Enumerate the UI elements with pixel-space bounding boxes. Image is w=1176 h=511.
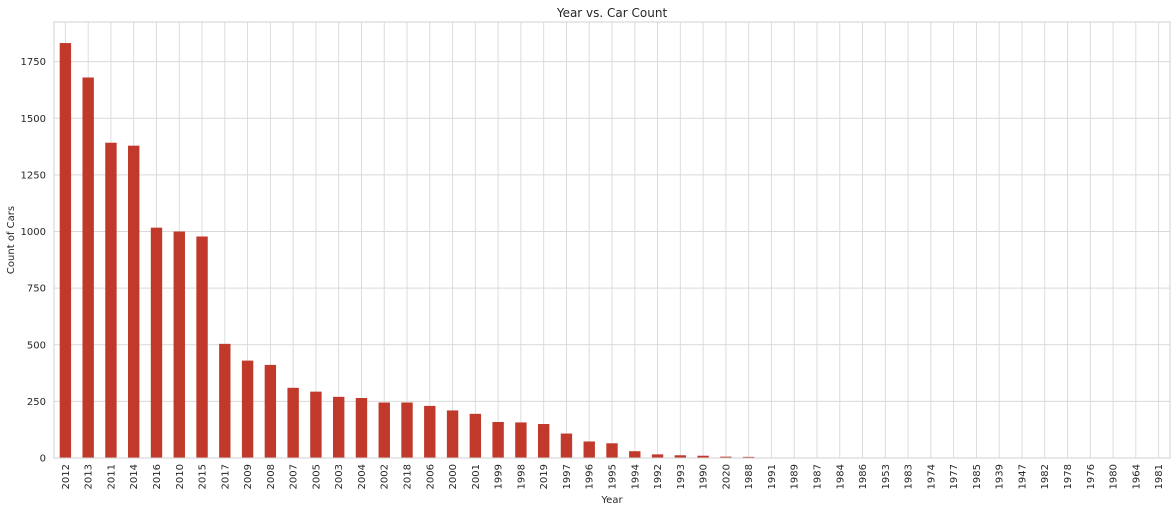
x-tick-label: 1994 xyxy=(630,464,641,489)
bar-2013 xyxy=(82,77,94,458)
x-tick-label: 1996 xyxy=(585,464,596,489)
bar-1990 xyxy=(697,455,709,458)
x-tick-label: 1964 xyxy=(1131,464,1142,489)
x-tick-label: 1984 xyxy=(835,464,846,489)
x-tick-label: 1990 xyxy=(699,464,710,489)
x-tick-label: 1998 xyxy=(516,464,527,489)
x-tick-label: 1976 xyxy=(1086,464,1097,489)
x-tick-label: 2014 xyxy=(129,464,140,489)
bar-2011 xyxy=(105,142,117,458)
y-tick-label: 1000 xyxy=(21,227,46,238)
y-tick-label: 1500 xyxy=(21,114,46,125)
x-tick-label: 1992 xyxy=(653,464,664,489)
bar-1998 xyxy=(515,422,527,458)
bar-2015 xyxy=(196,236,208,458)
x-tick-label: 1995 xyxy=(608,464,619,489)
y-axis-label: Count of Cars xyxy=(6,206,17,274)
bar-1995 xyxy=(606,443,618,458)
x-tick-label: 1985 xyxy=(972,464,983,489)
bar-2004 xyxy=(355,397,368,458)
bar-2003 xyxy=(333,396,345,458)
bar-2017 xyxy=(219,343,231,458)
x-tick-label: 2000 xyxy=(448,464,459,489)
x-tick-label: 1991 xyxy=(767,464,778,489)
x-tick-label: 1981 xyxy=(1154,464,1165,489)
x-tick-label: 2004 xyxy=(357,464,368,489)
bar-2010 xyxy=(173,231,185,458)
bar-1994 xyxy=(629,451,641,458)
y-tick-label: 500 xyxy=(27,340,46,351)
x-tick-label: 1997 xyxy=(562,464,573,489)
x-tick-label: 2002 xyxy=(380,464,391,489)
bar-2016 xyxy=(150,227,163,458)
x-tick-label: 2009 xyxy=(243,464,254,489)
x-tick-label: 1980 xyxy=(1109,464,1120,489)
x-tick-label: 2003 xyxy=(334,464,345,489)
bar-2007 xyxy=(287,387,299,458)
x-tick-label: 1986 xyxy=(858,464,869,489)
x-tick-label: 1974 xyxy=(926,464,937,489)
bar-2006 xyxy=(424,405,436,458)
x-tick-label: 2019 xyxy=(539,464,550,489)
bar-1993 xyxy=(674,455,687,458)
x-tick-label: 1977 xyxy=(949,464,960,489)
bar-1992 xyxy=(651,454,664,458)
bar-2020 xyxy=(720,456,732,458)
x-tick-label: 1983 xyxy=(904,464,915,489)
y-tick-label: 1250 xyxy=(21,170,46,181)
bar-2012 xyxy=(59,43,72,458)
bars xyxy=(59,43,1165,458)
x-tick-label: 1982 xyxy=(1040,464,1051,489)
bar-2009 xyxy=(241,360,254,458)
y-tick-label: 250 xyxy=(27,397,46,408)
bar-1996 xyxy=(583,441,595,458)
x-tick-label: 2008 xyxy=(266,464,277,489)
x-tick-label: 2016 xyxy=(152,464,163,489)
x-tick-label: 1939 xyxy=(995,464,1006,489)
x-tick-label: 1999 xyxy=(494,464,505,489)
x-tick-label: 1978 xyxy=(1063,464,1074,489)
x-tick-label: 2010 xyxy=(175,464,186,489)
chart-title: Year vs. Car Count xyxy=(556,6,668,20)
bar-2019 xyxy=(537,424,550,458)
x-tick-label: 2020 xyxy=(721,464,732,489)
x-tick-label: 2012 xyxy=(61,464,72,489)
x-tick-label: 1989 xyxy=(790,464,801,489)
bar-2008 xyxy=(264,364,277,458)
bar-1997 xyxy=(560,433,573,458)
x-tick-label: 1987 xyxy=(812,464,823,489)
bar-2001 xyxy=(469,413,482,458)
bar-2002 xyxy=(378,402,390,458)
x-tick-label: 2006 xyxy=(425,464,436,489)
x-tick-label: 2007 xyxy=(289,464,300,489)
x-tick-label: 2001 xyxy=(471,464,482,489)
x-tick-label: 2015 xyxy=(198,464,209,489)
bar-1988 xyxy=(742,456,755,458)
y-axis-ticks: 0 250 500 750 1000 1250 1500 1750 xyxy=(21,57,46,464)
x-tick-label: 1947 xyxy=(1017,464,1028,489)
bar-2014 xyxy=(128,145,140,458)
plot-frame xyxy=(53,21,1171,459)
x-tick-label: 2005 xyxy=(311,464,322,489)
x-tick-label: 1953 xyxy=(881,464,892,489)
bar-2018 xyxy=(401,402,413,458)
y-tick-label: 750 xyxy=(27,284,46,295)
x-tick-label: 2013 xyxy=(84,464,95,489)
x-axis-label: Year xyxy=(600,495,623,506)
x-tick-label: 2018 xyxy=(403,464,414,489)
y-tick-label: 1750 xyxy=(21,57,46,68)
bar-1999 xyxy=(492,421,504,458)
bar-2000 xyxy=(446,410,459,458)
x-tick-label: 2017 xyxy=(220,464,231,489)
x-axis-ticks: 2012 2013 2011 2014 2016 2010 2015 2017 2009 2008… xyxy=(61,464,1165,489)
x-tick-label: 1988 xyxy=(744,464,755,489)
x-tick-label: 1993 xyxy=(676,464,687,489)
x-tick-label: 2011 xyxy=(106,464,117,489)
bar-2005 xyxy=(310,391,322,458)
y-tick-label: 0 xyxy=(40,454,46,465)
